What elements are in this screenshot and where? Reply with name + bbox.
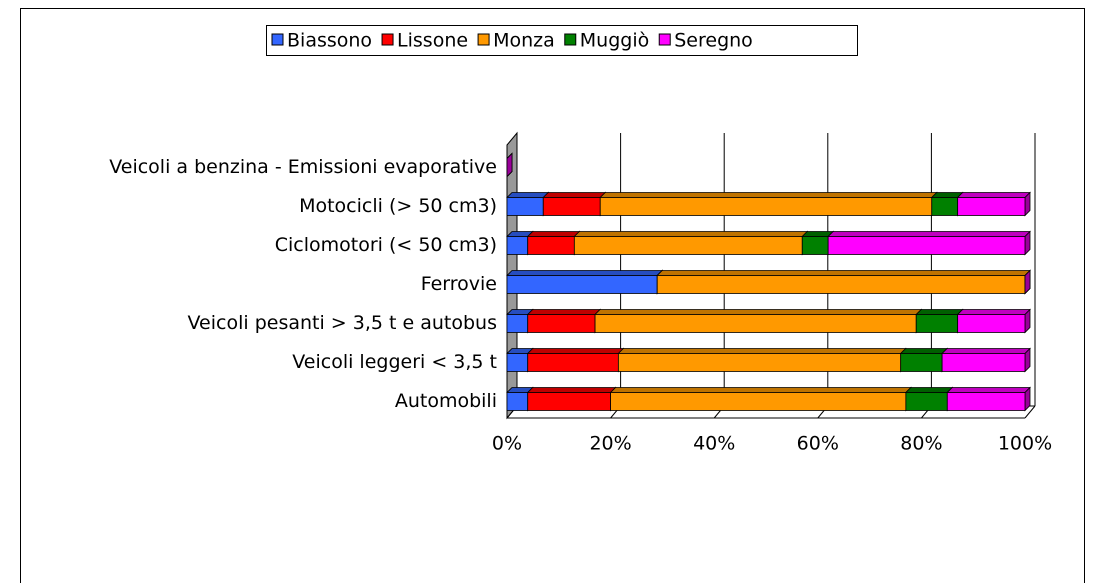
x-tick-label: 0% <box>492 433 522 455</box>
bar <box>827 236 1026 255</box>
bar <box>801 236 829 255</box>
bar-top <box>899 348 949 354</box>
bar-top <box>609 387 912 393</box>
y-tick-label: Ferrovie <box>421 273 497 295</box>
bar <box>506 236 529 255</box>
floor-line <box>1024 405 1036 419</box>
bar <box>506 392 529 411</box>
x-tick-label: 60% <box>797 433 839 455</box>
bar-top <box>526 387 617 393</box>
legend-swatch <box>564 33 577 46</box>
bar-top <box>904 387 954 393</box>
legend-label: Biassono <box>287 30 372 52</box>
y-tick-label: Ciclomotori (< 50 cm3) <box>275 234 497 256</box>
bar <box>599 197 933 216</box>
y-tick-label: Motocicli (> 50 cm3) <box>299 195 497 217</box>
legend-label: Seregno <box>674 30 753 52</box>
legend-swatch <box>477 33 490 46</box>
bar <box>617 353 902 372</box>
bar <box>527 314 596 333</box>
bar <box>900 353 943 372</box>
bar-top <box>941 348 1031 354</box>
bar-top <box>617 348 907 354</box>
legend-label: Monza <box>493 30 555 52</box>
bar <box>573 236 803 255</box>
bar <box>656 275 1026 294</box>
bar <box>941 353 1026 372</box>
x-tick-label: 40% <box>693 433 735 455</box>
bar <box>506 197 544 216</box>
bar-top <box>656 270 1031 276</box>
bar-top <box>526 309 602 315</box>
x-tick-label: 20% <box>589 433 631 455</box>
y-tick-label: Veicoli a benzina - Emissioni evaporativ… <box>109 156 497 178</box>
bar-top <box>526 231 581 237</box>
bar <box>506 275 658 294</box>
legend-label: Lissone <box>397 30 468 52</box>
bar <box>915 314 959 333</box>
bar <box>957 314 1026 333</box>
bar-top <box>573 231 809 237</box>
bar <box>610 392 907 411</box>
legend-swatch <box>381 33 394 46</box>
bar <box>594 314 917 333</box>
y-tick-label: Automobili <box>395 390 497 412</box>
legend-swatch <box>658 33 671 46</box>
chart-frame <box>20 8 1085 583</box>
bar-top <box>956 309 1031 315</box>
bar-top <box>506 192 550 198</box>
bar <box>506 353 529 372</box>
bar-top <box>956 192 1031 198</box>
x-tick-label: 80% <box>900 433 942 455</box>
bar-top <box>542 192 607 198</box>
bar-side <box>1024 269 1031 295</box>
bar <box>527 392 611 411</box>
bar-top <box>915 309 964 315</box>
legend-swatch <box>271 33 284 46</box>
bar <box>506 314 529 333</box>
bar <box>527 353 619 372</box>
bar-top <box>506 270 664 276</box>
bar <box>946 392 1026 411</box>
x-tick-label: 100% <box>998 433 1052 455</box>
bar <box>527 236 575 255</box>
legend-box <box>266 25 858 56</box>
bar <box>957 197 1026 216</box>
bar-top <box>827 231 1031 237</box>
bar-top <box>946 387 1031 393</box>
bar <box>931 197 959 216</box>
bar-top <box>599 192 938 198</box>
bar-top <box>594 309 923 315</box>
y-tick-label: Veicoli leggeri < 3,5 t <box>292 351 497 373</box>
bar <box>905 392 948 411</box>
legend-label: Muggiò <box>580 30 649 52</box>
y-tick-label: Veicoli pesanti > 3,5 t e autobus <box>188 312 497 334</box>
bar-top <box>526 348 625 354</box>
bar <box>542 197 601 216</box>
bar-side <box>506 152 513 178</box>
